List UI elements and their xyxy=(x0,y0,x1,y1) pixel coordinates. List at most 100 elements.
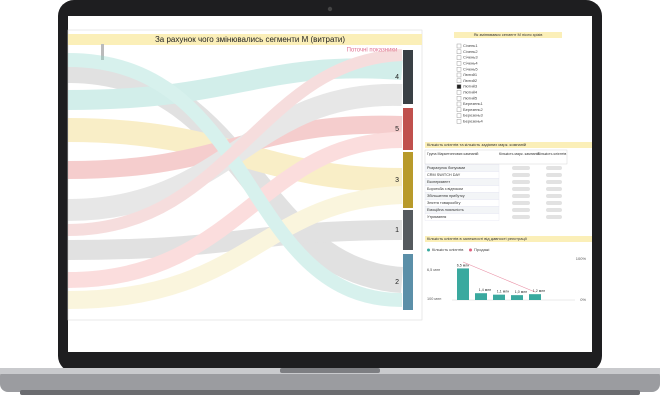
filter-title-bar xyxy=(454,32,562,38)
checkbox[interactable] xyxy=(456,95,462,101)
table-cell: Зняття товарообігу xyxy=(427,201,461,205)
blurred-cell xyxy=(546,180,562,184)
blurred-cell xyxy=(512,194,530,198)
segment-box xyxy=(403,50,413,104)
checkbox[interactable] xyxy=(456,72,462,78)
sankey-panel xyxy=(67,29,423,321)
segment-box xyxy=(403,254,413,310)
filter-item[interactable]: Січень5 xyxy=(463,66,478,71)
table-cell: Утримання xyxy=(427,215,446,219)
y-axis-label: 6,5 млн xyxy=(427,268,440,272)
filter-item[interactable]: Лютий1 xyxy=(463,72,478,77)
filter-item[interactable]: Лютий3 xyxy=(463,84,478,89)
filter-item[interactable]: Лютий5 xyxy=(463,95,478,100)
legend-swatch xyxy=(427,248,430,252)
filter-title: Як змінювався сегмент М після зрізів xyxy=(474,32,543,37)
table-cell: Розрахунок бонусами xyxy=(427,166,465,170)
value-label: 1,0 млн xyxy=(515,290,528,294)
bar xyxy=(493,294,505,300)
segment-label: 2 xyxy=(395,279,399,286)
checkbox[interactable] xyxy=(456,84,462,89)
bar xyxy=(475,293,487,300)
filter-item[interactable]: Лютий2 xyxy=(463,78,478,83)
flow xyxy=(67,53,403,307)
checkbox[interactable] xyxy=(456,90,462,95)
checkbox[interactable] xyxy=(456,101,462,107)
filter-item[interactable]: Березень2 xyxy=(463,107,484,112)
blurred-cell xyxy=(546,201,562,205)
y2-axis-label: 0% xyxy=(580,297,586,302)
table-header-bg xyxy=(424,149,568,165)
bar xyxy=(529,294,541,300)
checkbox[interactable] xyxy=(456,55,462,60)
laptop-notch xyxy=(280,368,380,373)
filter-item[interactable]: Березень3 xyxy=(463,113,484,118)
bar-title: Кількість клієнтів в залежності від давн… xyxy=(427,236,528,241)
scrollbar xyxy=(101,44,104,60)
filter-item[interactable]: Січень4 xyxy=(463,60,478,65)
blurred-cell xyxy=(512,215,530,219)
flow xyxy=(67,115,403,179)
segment-label: 1 xyxy=(395,227,399,234)
blurred-cell xyxy=(512,180,530,184)
checkbox[interactable] xyxy=(456,61,462,66)
value-label: 6,5 млн xyxy=(457,263,470,267)
table-title: Кількість клієнтів та кількість задіяних… xyxy=(427,142,526,147)
sankey-title-bar xyxy=(68,34,422,45)
table-cell: Збільшення прибутку xyxy=(427,194,465,198)
checkbox[interactable] xyxy=(456,119,462,124)
segment-box xyxy=(403,108,413,150)
blurred-cell xyxy=(546,166,562,170)
checkbox[interactable] xyxy=(456,107,462,113)
blurred-cell xyxy=(546,208,562,212)
segment-boxes xyxy=(403,50,413,310)
blurred-cell xyxy=(512,201,530,205)
legend-item: Кількість клієнтів xyxy=(432,247,463,252)
value-label: 1,2 млн xyxy=(533,289,546,293)
bar-chart: Кількість клієнтів Продажі 6,5 млн 100 млн 1… xyxy=(427,247,586,302)
filter-item[interactable]: Березень4 xyxy=(463,118,484,123)
blurred-cell xyxy=(546,173,562,177)
bar xyxy=(457,268,469,300)
filter-item[interactable]: Січень3 xyxy=(463,55,478,60)
current-label: Поточні показники xyxy=(347,48,398,54)
table-row xyxy=(424,213,500,221)
value-label: 1,4 млн xyxy=(479,288,492,292)
camera xyxy=(327,6,333,12)
filter-item[interactable]: Січень1 xyxy=(463,43,478,48)
table-cell: CRM SWITCH DAY xyxy=(427,173,461,177)
checkbox[interactable] xyxy=(456,49,462,54)
checkbox[interactable] xyxy=(456,113,462,118)
table-cell: Експеримент xyxy=(427,180,450,184)
bar-title-bar xyxy=(425,236,592,242)
y2-axis-label: 100% xyxy=(576,256,587,261)
checkbox[interactable] xyxy=(456,43,462,49)
table: Група Маркетингових кампаній Кількість ма… xyxy=(424,149,568,221)
sales-line xyxy=(462,261,536,293)
flow xyxy=(67,58,403,110)
segment-box xyxy=(403,210,413,250)
blurred-cell xyxy=(546,187,562,191)
legend-item: Продажі xyxy=(474,247,489,252)
legend-swatch xyxy=(469,248,472,252)
blurred-cell xyxy=(512,166,530,170)
table-title-bar xyxy=(425,142,592,148)
table-header: Кількість марк. кампаній xyxy=(499,152,539,156)
blurred-cell xyxy=(512,187,530,191)
segment-label: 3 xyxy=(395,177,399,184)
checkbox[interactable] xyxy=(456,78,462,84)
sankey-title: За рахунок чого змінювались сегменти М (… xyxy=(155,35,345,44)
flow xyxy=(67,132,403,288)
table-header: Група Маркетингових кампаній xyxy=(427,152,478,156)
y-axis-label: 100 млн xyxy=(427,297,441,301)
filter-item[interactable]: Січень2 xyxy=(463,49,478,54)
segment-label: 4 xyxy=(395,74,399,81)
filter-item[interactable]: Лютий4 xyxy=(463,89,478,94)
laptop-foot xyxy=(20,390,640,395)
blurred-cell xyxy=(512,173,530,177)
checkbox[interactable] xyxy=(456,66,462,72)
table-cell: Боротьба з відтоком xyxy=(427,187,463,191)
filter-item[interactable]: Березень1 xyxy=(463,101,484,106)
bar xyxy=(511,295,523,300)
